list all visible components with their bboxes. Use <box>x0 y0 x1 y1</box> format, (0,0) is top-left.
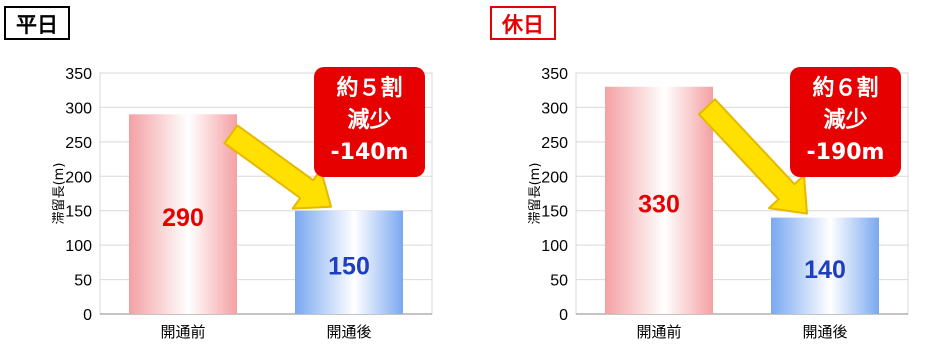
weekday-chart-svg: 0 50 100 150 200 250 300 350 滞留長(m) 290 開通前 150 開通後 約… <box>52 66 433 341</box>
callout-line: 減少 <box>823 108 867 133</box>
x-tick-label: 開通前 <box>160 323 205 341</box>
y-tick-label: 300 <box>541 100 568 117</box>
y-tick-label: 350 <box>541 66 568 83</box>
y-tick-label: 300 <box>65 100 92 117</box>
holiday-chart: 休日 0 50 100 150 200 250 300 350 滞留長(m) 330 開通前 140 開… <box>476 0 951 347</box>
y-tick-label: 50 <box>550 273 568 290</box>
data-label: 140 <box>804 256 846 284</box>
holiday-tag: 休日 <box>490 6 556 40</box>
y-tick-label: 350 <box>65 66 92 83</box>
x-tick-label: 開通後 <box>326 323 371 341</box>
bar-after <box>295 210 403 314</box>
callout-line: 約５割 <box>336 75 402 101</box>
weekday-chart: 平日 0 50 100 150 200 250 300 350 滞留長(m) 290 開通前 150 開… <box>0 0 475 347</box>
y-tick-label: 0 <box>559 307 568 324</box>
y-tick-label: 250 <box>541 135 568 152</box>
data-label: 290 <box>162 204 204 232</box>
y-axis-label: 滞留長(m) <box>528 163 543 225</box>
y-tick-label: 200 <box>65 169 92 186</box>
y-tick-label: 0 <box>83 307 92 324</box>
decrease-arrow <box>223 124 332 210</box>
decrease-arrow <box>698 98 808 215</box>
callout-line: -140m <box>331 140 409 165</box>
bar-after <box>771 217 879 314</box>
bar-before <box>605 86 713 315</box>
x-tick-label: 開通後 <box>802 323 847 341</box>
y-tick-label: 100 <box>65 238 92 255</box>
callout-line: 減少 <box>347 108 391 133</box>
y-tick-label: 50 <box>74 273 92 290</box>
reduction-callout <box>790 67 901 177</box>
bar-before <box>129 114 237 314</box>
weekday-tag: 平日 <box>4 6 70 40</box>
y-tick-label: 200 <box>541 169 568 186</box>
y-tick-label: 150 <box>65 204 92 221</box>
callout-line: -190m <box>807 140 885 165</box>
y-tick-label: 150 <box>541 204 568 221</box>
holiday-chart-svg: 0 50 100 150 200 250 300 350 滞留長(m) 330 開通前 140 開通後 約… <box>528 66 909 341</box>
y-tick-label: 250 <box>65 135 92 152</box>
data-label: 150 <box>328 252 370 280</box>
x-tick-label: 開通前 <box>636 323 681 341</box>
y-tick-label: 100 <box>541 238 568 255</box>
reduction-callout <box>314 67 425 177</box>
callout-line: 約６割 <box>812 75 878 101</box>
data-label: 330 <box>638 190 680 218</box>
y-axis-label: 滞留長(m) <box>52 163 67 225</box>
